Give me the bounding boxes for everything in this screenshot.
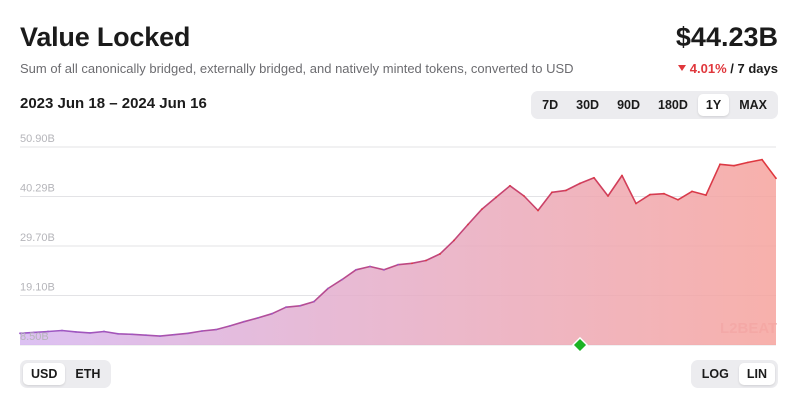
data-point bbox=[215, 328, 217, 331]
data-point bbox=[89, 331, 91, 334]
data-point bbox=[271, 312, 273, 315]
data-point bbox=[649, 193, 651, 196]
data-point bbox=[565, 189, 567, 192]
timeframe-90d[interactable]: 90D bbox=[617, 98, 641, 112]
currency-eth-button[interactable]: ETH bbox=[75, 367, 101, 381]
data-point bbox=[467, 223, 469, 226]
data-point bbox=[495, 196, 497, 199]
data-point bbox=[61, 329, 63, 332]
timeframe-max[interactable]: MAX bbox=[739, 98, 767, 112]
change-percent-wrap: 4.01% bbox=[677, 61, 727, 76]
currency-toggle: USD ETH bbox=[20, 360, 112, 388]
data-point bbox=[593, 176, 595, 179]
data-point bbox=[369, 265, 371, 268]
data-point bbox=[761, 158, 763, 161]
data-point bbox=[383, 268, 385, 271]
data-point bbox=[285, 306, 287, 309]
scale-lin-button[interactable]: LIN bbox=[738, 363, 775, 385]
y-tick-label: 19.10B bbox=[20, 282, 55, 294]
data-point bbox=[299, 304, 301, 307]
data-point bbox=[453, 239, 455, 242]
data-point bbox=[439, 253, 441, 255]
timeframe-7d[interactable]: 7D bbox=[542, 98, 559, 112]
data-point bbox=[509, 184, 511, 187]
value-change: 4.01% / 7 days bbox=[677, 61, 778, 76]
data-point bbox=[481, 208, 483, 211]
data-point bbox=[117, 332, 119, 335]
data-point bbox=[663, 192, 665, 195]
data-point bbox=[257, 317, 259, 319]
data-point bbox=[747, 161, 749, 164]
data-point bbox=[327, 287, 329, 290]
y-tick-label: 40.29B bbox=[20, 183, 55, 195]
change-period: / 7 days bbox=[730, 61, 778, 76]
data-point bbox=[103, 330, 105, 333]
data-point bbox=[705, 194, 707, 196]
page-title: Value Locked bbox=[20, 22, 191, 52]
scale-toggle: LOG LIN bbox=[690, 360, 778, 388]
data-point bbox=[425, 259, 427, 262]
data-point bbox=[621, 174, 623, 177]
data-point bbox=[677, 198, 679, 201]
y-tick-label: 50.90B bbox=[20, 133, 55, 145]
timeframe-selector: 7D 30D 90D 180D 1Y MAX bbox=[531, 91, 778, 119]
data-point bbox=[341, 278, 343, 281]
data-point bbox=[173, 333, 175, 336]
data-point bbox=[691, 190, 693, 193]
data-point bbox=[201, 330, 203, 332]
data-point bbox=[551, 191, 553, 194]
scale-log-button[interactable]: LOG bbox=[701, 367, 729, 381]
timeframe-1y[interactable]: 1Y bbox=[697, 94, 730, 116]
data-point bbox=[75, 331, 77, 333]
data-point bbox=[19, 332, 21, 335]
data-point bbox=[229, 324, 231, 327]
y-tick-label: 29.70B bbox=[20, 232, 55, 244]
currency-usd-button[interactable]: USD bbox=[23, 363, 66, 385]
data-point bbox=[733, 164, 735, 167]
data-point bbox=[537, 209, 539, 212]
data-point bbox=[187, 332, 189, 335]
timeframe-30d[interactable]: 30D bbox=[576, 98, 600, 112]
data-point bbox=[579, 182, 581, 185]
data-point bbox=[131, 333, 133, 336]
timeframe-180d[interactable]: 180D bbox=[658, 98, 688, 112]
down-triangle-icon bbox=[677, 65, 686, 71]
data-point bbox=[775, 177, 777, 180]
data-point bbox=[411, 262, 413, 265]
data-point bbox=[159, 335, 161, 338]
event-marker[interactable] bbox=[571, 336, 589, 354]
series-area bbox=[20, 159, 776, 345]
y-tick-label: 8.50B bbox=[20, 331, 49, 343]
data-point bbox=[719, 163, 721, 166]
data-point bbox=[145, 334, 147, 337]
data-point bbox=[313, 300, 315, 303]
date-range: 2023 Jun 18 – 2024 Jun 16 bbox=[20, 95, 207, 112]
data-point bbox=[33, 331, 35, 334]
data-point bbox=[523, 195, 525, 197]
data-point bbox=[243, 320, 245, 323]
page-subtitle: Sum of all canonically bridged, external… bbox=[20, 61, 574, 76]
data-point bbox=[635, 202, 637, 205]
data-point bbox=[397, 263, 399, 266]
data-point bbox=[47, 330, 49, 333]
total-value: $44.23B bbox=[675, 22, 778, 52]
data-point bbox=[607, 195, 609, 197]
change-percent: 4.01% bbox=[689, 61, 727, 76]
data-point bbox=[355, 268, 357, 271]
